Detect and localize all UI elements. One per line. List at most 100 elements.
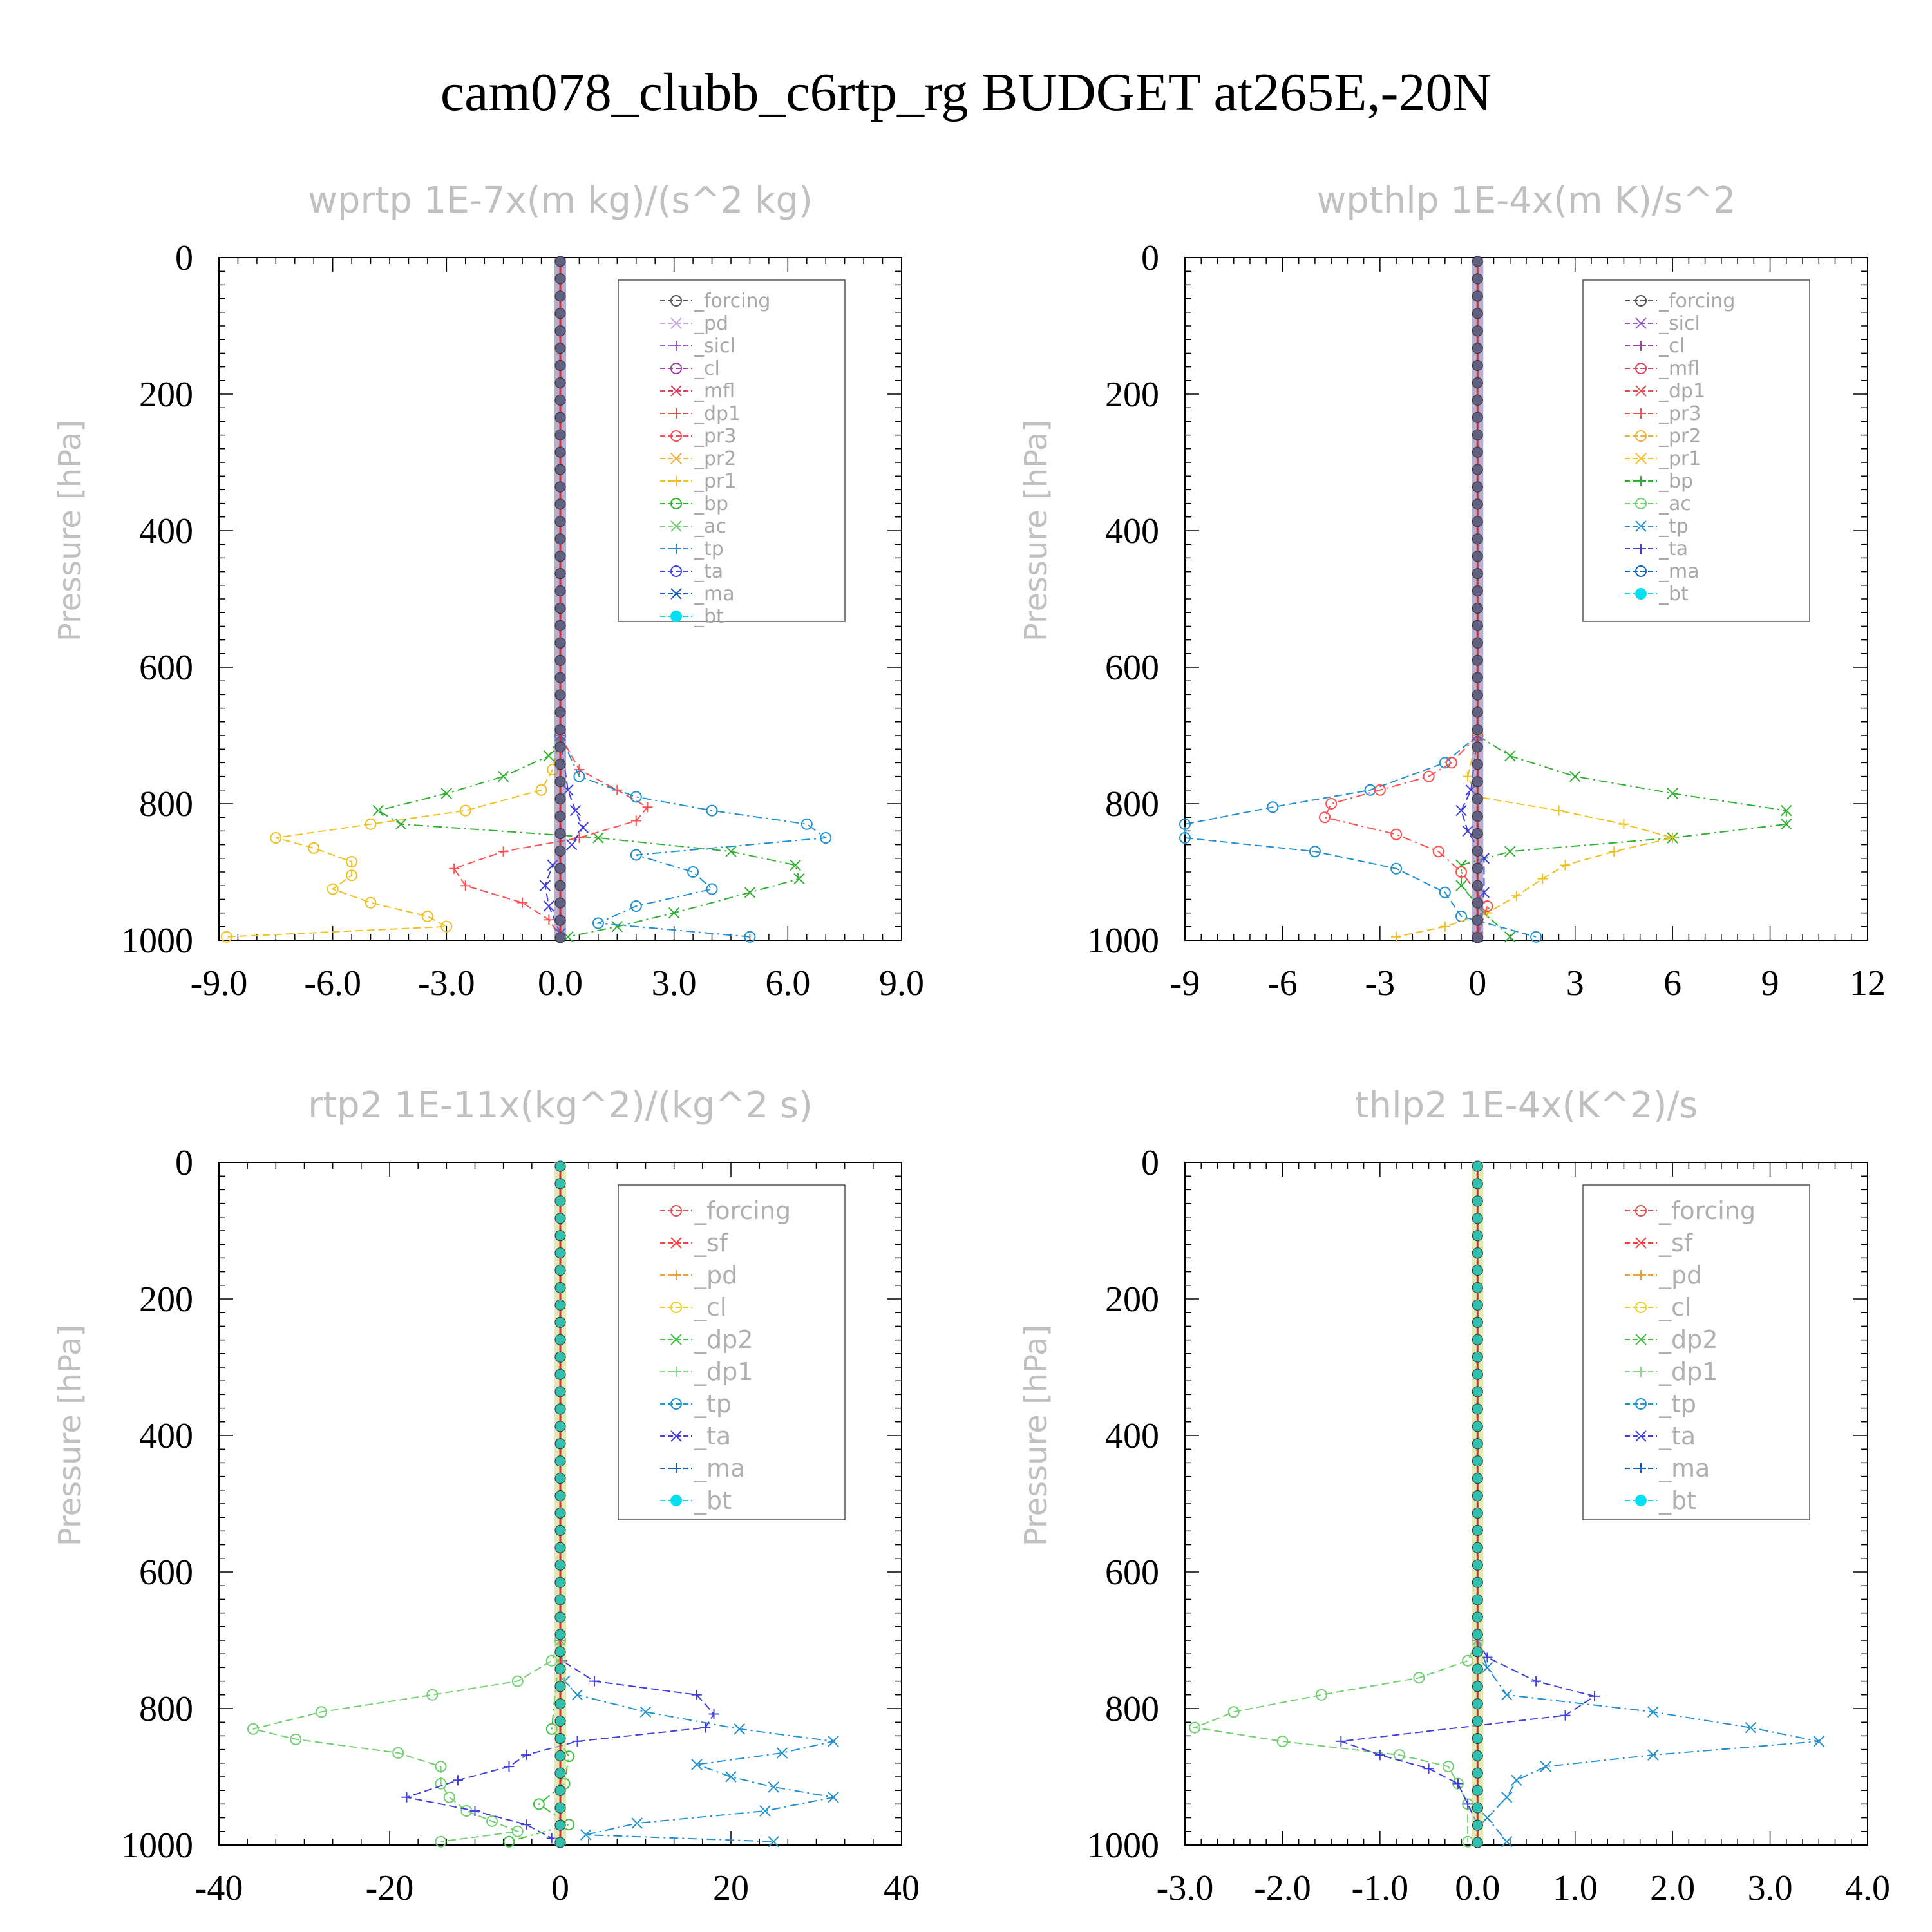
legend-label: _ta bbox=[1658, 538, 1688, 560]
x-tick-label: -2.0 bbox=[1254, 1868, 1311, 1908]
legend-label: _bt bbox=[694, 605, 724, 628]
series-bp bbox=[372, 730, 805, 943]
panel-2: wpthlp 1E-4x(m K)/s^2 Pressure [hPa] 0 200 4… bbox=[1018, 180, 1886, 1003]
y-axis-label: Pressure [hPa] bbox=[52, 1325, 88, 1546]
legend-label: _pr2 bbox=[694, 448, 736, 470]
x-tick-label: 9 bbox=[1761, 963, 1779, 1003]
legend-label: _cl bbox=[694, 357, 720, 380]
axis-ticks bbox=[218, 257, 902, 941]
legend-box bbox=[1582, 1184, 1810, 1520]
y-axis-label: Pressure [hPa] bbox=[1018, 420, 1054, 641]
x-tick-label: -9 bbox=[1170, 963, 1200, 1003]
y-tick-label: 800 bbox=[1105, 784, 1159, 824]
y-tick-label: 800 bbox=[139, 1689, 193, 1729]
legend-label: _dp1 bbox=[694, 1358, 753, 1386]
series-bp bbox=[1455, 730, 1792, 943]
legend-label: _ac bbox=[1658, 493, 1691, 515]
x-tick-label: -3.0 bbox=[1157, 1868, 1214, 1908]
legend-label: _ta bbox=[1658, 1422, 1696, 1450]
y-tick-label: 200 bbox=[139, 375, 193, 415]
y-tick-label: 800 bbox=[1105, 1689, 1159, 1729]
legend: _forcing_sicl_cl_mfl_dp1_pr3_pr2_pr1_bp_… bbox=[1582, 279, 1810, 622]
x-tick-label: 12 bbox=[1850, 963, 1886, 1003]
legend-label: _ma bbox=[1658, 1454, 1710, 1482]
panel-3: rtp2 1E-11x(kg^2)/(kg^2 s) Pressure [hPa]… bbox=[52, 1084, 920, 1908]
y-tick-label: 1000 bbox=[1087, 1826, 1159, 1866]
x-tick-label: 0.0 bbox=[538, 963, 583, 1003]
legend-box bbox=[618, 279, 846, 622]
legend-label: _pr1 bbox=[1658, 448, 1701, 470]
legend-label: _pr3 bbox=[1658, 402, 1701, 425]
y-axis-label: Pressure [hPa] bbox=[1018, 1325, 1054, 1546]
legend-label: _pd bbox=[694, 1261, 737, 1289]
legend-label: _bt bbox=[694, 1486, 732, 1515]
y-tick-label: 400 bbox=[1105, 1416, 1159, 1456]
x-tick-label: -6.0 bbox=[304, 963, 361, 1003]
y-tick-label: 0 bbox=[175, 238, 193, 278]
panel-1: wprtp 1E-7x(m kg)/(s^2 kg) Pressure [hPa]… bbox=[52, 180, 924, 1003]
legend-label: _sf bbox=[1658, 1229, 1694, 1257]
y-tick-label: 600 bbox=[1105, 648, 1159, 688]
series-pr3 bbox=[1319, 730, 1493, 943]
legend-label: _dp1 bbox=[694, 402, 741, 425]
y-tick-label: 400 bbox=[139, 1416, 193, 1456]
x-tick-label: -3 bbox=[1365, 963, 1396, 1003]
series-tp bbox=[554, 730, 832, 943]
legend-label: _cl bbox=[1658, 335, 1685, 357]
y-tick-label: 0 bbox=[1141, 238, 1159, 278]
zero-profile bbox=[1472, 256, 1484, 943]
legend-label: _pr1 bbox=[694, 470, 736, 493]
x-tick-label: 20 bbox=[713, 1868, 749, 1908]
series-ta bbox=[401, 1635, 719, 1844]
y-tick-label: 800 bbox=[139, 784, 193, 824]
legend-label: _pd bbox=[694, 312, 728, 335]
legend-label: _mfl bbox=[694, 380, 735, 402]
legend: _forcing _sf _pd _cl _dp2 _dp1 _tp _ta _ma _bt bbox=[618, 1184, 846, 1520]
axis-ticks bbox=[1184, 257, 1868, 941]
axis-ticks bbox=[1184, 1162, 1868, 1846]
legend-label: _ma bbox=[1658, 560, 1700, 583]
legend-label: _cl bbox=[694, 1293, 726, 1321]
y-tick-label: 600 bbox=[139, 648, 193, 688]
legend-label: _forcing bbox=[1658, 1197, 1756, 1225]
series-pr1 bbox=[1391, 730, 1678, 942]
y-tick-label: 600 bbox=[1105, 1553, 1159, 1593]
x-tick-label: 3.0 bbox=[1748, 1868, 1793, 1908]
x-tick-label: -9.0 bbox=[191, 963, 248, 1003]
y-tick-label: 600 bbox=[139, 1553, 193, 1593]
legend-label: _bt bbox=[1658, 583, 1689, 605]
legend-label: _sicl bbox=[1658, 312, 1700, 335]
legend-label: _dp1 bbox=[1658, 1358, 1718, 1386]
legend-label: _ta bbox=[694, 560, 723, 583]
legend-label: _sicl bbox=[694, 335, 735, 357]
main-title: cam078_clubb_c6rtp_rg BUDGET at265E,-20N bbox=[440, 62, 1492, 122]
legend-label: _pd bbox=[1658, 1261, 1702, 1289]
legend-label: _dp2 bbox=[1658, 1325, 1718, 1354]
series-dp1 bbox=[247, 1634, 566, 1848]
x-tick-label: 0.0 bbox=[1455, 1868, 1500, 1908]
x-tick-label: -6 bbox=[1267, 963, 1298, 1003]
y-axis-label: Pressure [hPa] bbox=[52, 420, 88, 641]
legend-label: _forcing bbox=[694, 290, 770, 312]
legend-label: _dp2 bbox=[694, 1325, 753, 1354]
x-tick-label: 3 bbox=[1566, 963, 1584, 1003]
x-tick-label: -3.0 bbox=[418, 963, 475, 1003]
series-tp bbox=[554, 1634, 839, 1848]
legend-label: _tp bbox=[694, 1390, 732, 1418]
legend-label: _tp bbox=[1658, 515, 1689, 538]
legend-marker bbox=[670, 1495, 682, 1506]
legend-label: _bp bbox=[1658, 470, 1693, 493]
legend-label: _ta bbox=[694, 1422, 731, 1450]
panel-title: thlp2 1E-4x(K^2)/s bbox=[1355, 1084, 1698, 1126]
legend-label: _sf bbox=[694, 1229, 729, 1257]
legend-box bbox=[618, 1184, 846, 1520]
panel-title: wprtp 1E-7x(m kg)/(s^2 kg) bbox=[308, 180, 813, 222]
x-tick-label: -20 bbox=[366, 1868, 414, 1908]
legend: _forcing_pd_sicl_cl_mfl_dp1_pr3_pr2_pr1_… bbox=[618, 279, 846, 628]
legend-label: _dp1 bbox=[1658, 380, 1705, 402]
legend: _forcing _sf _pd _cl _dp2 _dp1 _tp _ta _ma _bt bbox=[1582, 1184, 1810, 1520]
legend-label: _ac bbox=[694, 515, 726, 538]
legend-label: _mfl bbox=[1658, 357, 1700, 380]
y-tick-label: 0 bbox=[1141, 1143, 1159, 1183]
